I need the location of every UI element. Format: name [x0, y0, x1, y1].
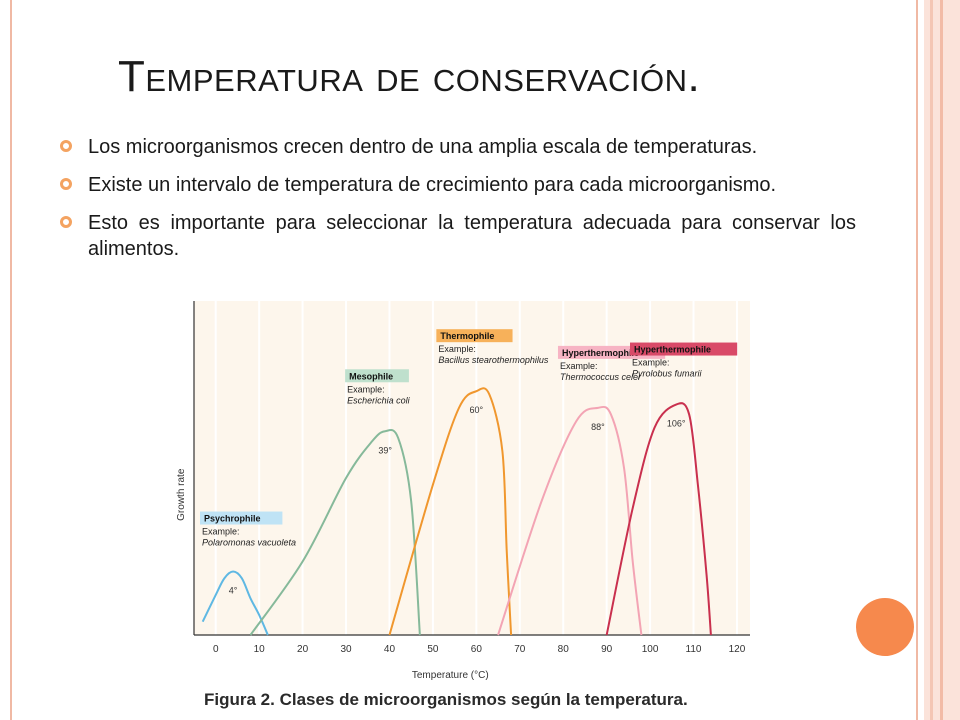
x-tick-label: 20 [297, 644, 309, 655]
x-tick-label: 80 [558, 644, 570, 655]
series-example-name: Bacillus stearothermophilus [438, 355, 549, 365]
x-tick-label: 90 [601, 644, 613, 655]
series-name-badge [345, 369, 409, 383]
slide-title: Temperatura de conservación. [118, 52, 701, 101]
figure-caption: Figura 2. Clases de microorganismos segú… [204, 690, 688, 709]
series-line [201, 570, 269, 636]
bullet-ring-icon [60, 216, 72, 228]
series-line [388, 387, 513, 636]
series-name-badge [630, 342, 738, 356]
x-tick-label: 70 [514, 644, 526, 655]
series-example-name: Escherichia coli [347, 395, 411, 405]
x-tick-label: 110 [686, 644, 702, 655]
series-example-label: Example: [560, 361, 598, 371]
series-name-badge [436, 329, 513, 343]
bullet-list: Los microorganismos crecen dentro de una… [60, 134, 856, 274]
growth-temperature-figure: 0 10 20 30 40 50 60 70 80 90 100 110 120 Temperature … [162, 301, 762, 720]
bullet-item: Esto es importante para seleccionar la t… [60, 210, 856, 262]
series-name-label: Hyperthermophile [634, 345, 711, 355]
series-name-label: Psychrophile [204, 514, 261, 524]
series-name-label: Thermophile [440, 331, 494, 341]
series-name-label: Mesophile [349, 371, 393, 381]
bullet-item: Existe un intervalo de temperatura de cr… [60, 172, 856, 198]
series-example-label: Example: [347, 384, 385, 394]
x-tick-label: 30 [340, 644, 352, 655]
decorative-side-band [924, 0, 960, 720]
x-tick-label: 60 [471, 644, 483, 655]
x-tick-label: 50 [427, 644, 439, 655]
y-axis-label: Growth rate [176, 468, 187, 521]
series-example-name: Thermococcus celer [560, 372, 642, 382]
x-tick-label: 0 [213, 644, 219, 655]
optimum-label: 106° [667, 419, 686, 429]
series-name-label: Hyperthermophile [562, 348, 639, 358]
series-example-name: Pyrolobus fumarii [632, 369, 703, 379]
x-tick-label: 120 [729, 644, 746, 655]
bullet-ring-icon [60, 178, 72, 190]
series-example-name: Polaromonas vacuoleta [202, 538, 296, 548]
bullet-text: Esto es importante para seleccionar la t… [88, 212, 856, 260]
slide-frame [10, 0, 918, 720]
bullet-item: Los microorganismos crecen dentro de una… [60, 134, 856, 160]
series-line [249, 429, 421, 636]
x-tick-label: 40 [384, 644, 396, 655]
optimum-label: 88° [591, 422, 605, 432]
optimum-label: 4° [229, 586, 238, 596]
x-tick-label: 100 [642, 644, 659, 655]
series-example-label: Example: [438, 344, 476, 354]
x-axis-label: Temperature (°C) [412, 670, 489, 681]
series-name-badge [200, 511, 283, 525]
bullet-text: Los microorganismos crecen dentro de una… [88, 136, 758, 158]
growth-temperature-chart: 0 10 20 30 40 50 60 70 80 90 100 110 120 Temperature … [176, 301, 750, 681]
optimum-label: 60° [470, 405, 484, 415]
decorative-orange-circle [856, 598, 914, 656]
x-tick-label: 10 [254, 644, 266, 655]
optimum-label: 39° [378, 445, 392, 455]
series-example-label: Example: [202, 527, 240, 537]
bullet-ring-icon [60, 140, 72, 152]
series-example-label: Example: [632, 358, 670, 368]
series-line [497, 405, 643, 636]
series-line [605, 402, 712, 636]
bullet-text: Existe un intervalo de temperatura de cr… [88, 174, 777, 196]
